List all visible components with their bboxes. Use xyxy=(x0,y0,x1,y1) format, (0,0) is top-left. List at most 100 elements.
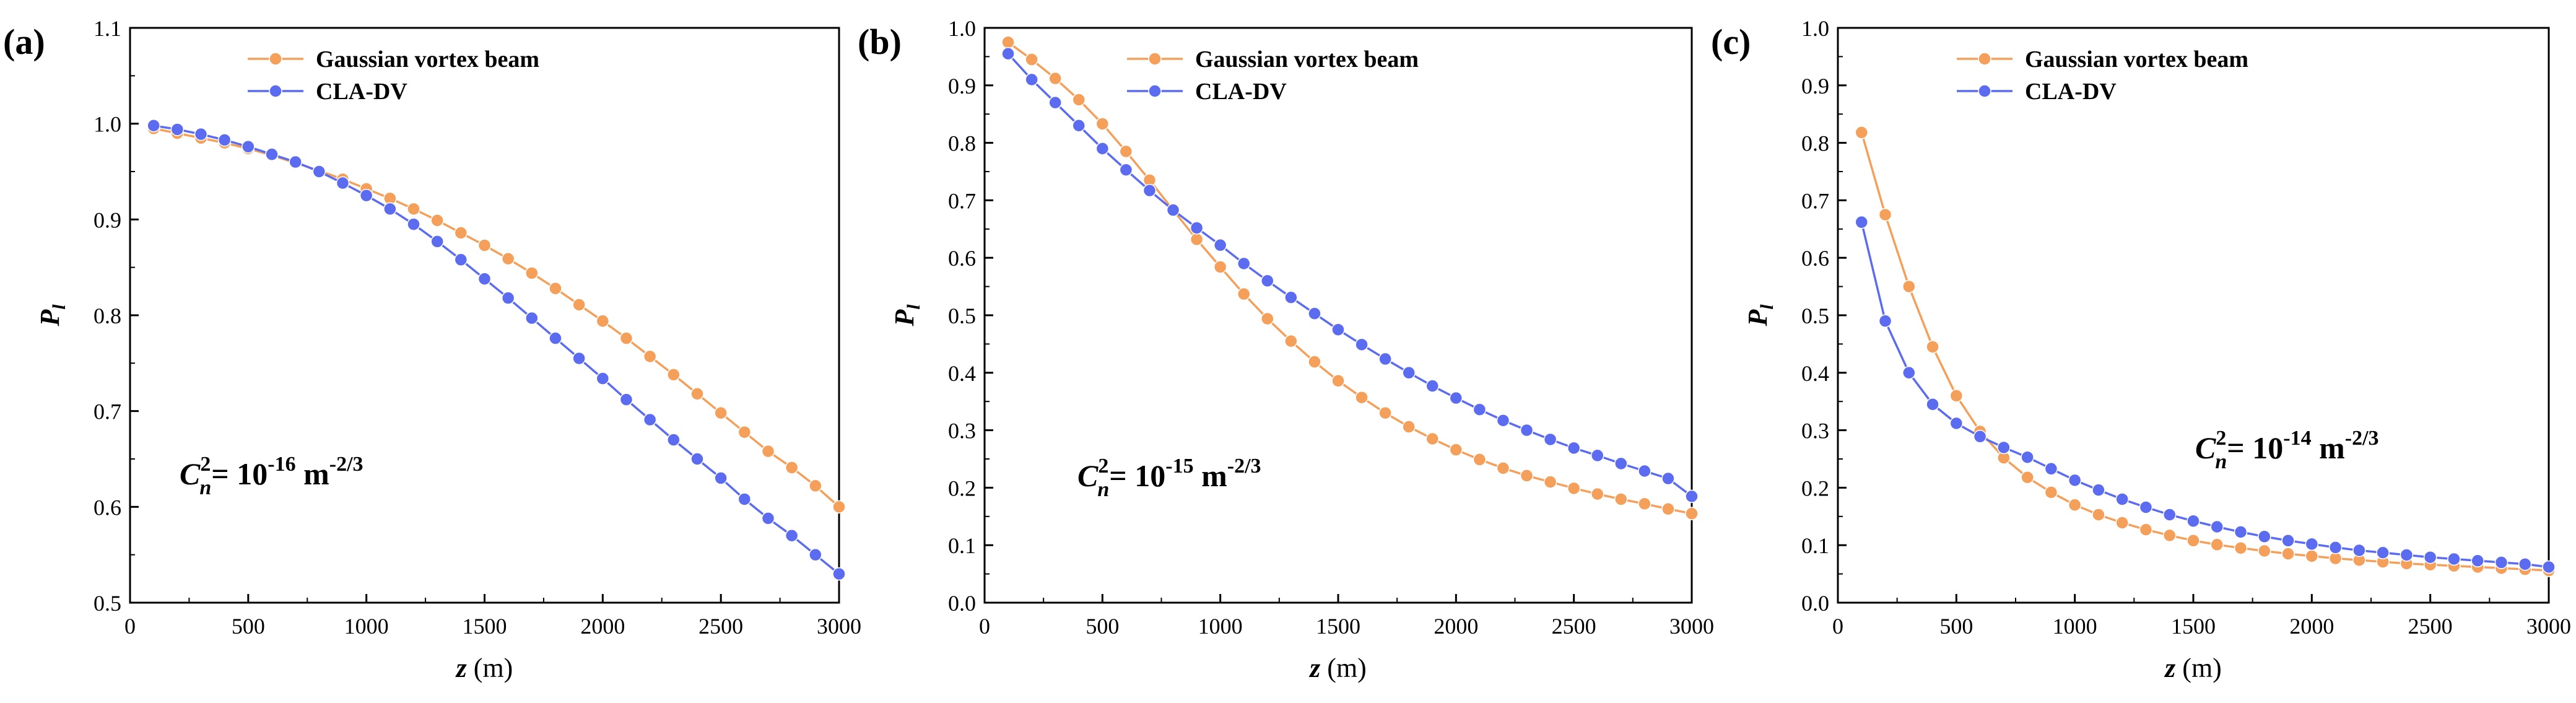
data-point xyxy=(477,272,492,286)
data-point xyxy=(643,349,657,364)
data-point xyxy=(1449,443,1463,456)
series-line-gaussian xyxy=(153,127,840,508)
plot-frame xyxy=(129,27,840,604)
anno-sup: 2 xyxy=(200,453,211,476)
legend-label: Gaussian vortex beam xyxy=(2025,46,2248,72)
data-point xyxy=(1072,119,1086,133)
data-point xyxy=(525,266,539,280)
data-point xyxy=(2044,462,2058,476)
x-tick-label: 500 xyxy=(1086,614,1119,639)
data-point xyxy=(2068,498,2082,512)
x-tick-label: 3000 xyxy=(2526,614,2571,639)
data-point xyxy=(2162,528,2177,543)
y-axis-subscript: l xyxy=(49,304,69,310)
y-axis-subscript: l xyxy=(1757,304,1777,310)
data-point xyxy=(2162,508,2177,522)
y-tick-label: 0.4 xyxy=(948,361,976,386)
data-point xyxy=(785,461,799,474)
data-point xyxy=(690,387,704,401)
legend-label: Gaussian vortex beam xyxy=(316,46,539,72)
data-point xyxy=(1926,340,1939,354)
data-point xyxy=(1473,453,1487,466)
legend-marker xyxy=(269,52,282,66)
x-tick-label: 0 xyxy=(124,614,136,639)
data-point xyxy=(1072,93,1086,107)
series-line-gaussian xyxy=(1007,41,1692,515)
anno-unit: m xyxy=(2312,430,2345,465)
x-tick-label: 1500 xyxy=(2171,614,2216,639)
data-point xyxy=(549,331,562,345)
panel-label: (a) xyxy=(3,22,45,62)
chart-panel-1: 0 500 1000 1500 2000 2500 3000 0.5 0.6 0.7 0.8 0.9 1… xyxy=(3,16,861,683)
data-point xyxy=(1119,144,1133,159)
y-tick-label: 0.8 xyxy=(948,131,976,156)
data-point xyxy=(2305,549,2319,563)
data-point xyxy=(430,214,444,227)
x-axis-title: z (m) xyxy=(455,653,513,683)
data-point xyxy=(501,251,515,266)
x-tick-label: 2000 xyxy=(580,614,625,639)
legend-label: CLA-DV xyxy=(316,79,407,105)
data-point xyxy=(1166,203,1180,217)
data-point xyxy=(1378,352,1392,366)
turbulence-annotation: C2 n= 10-14 m-2/3 xyxy=(2195,427,2379,473)
data-point xyxy=(809,479,822,493)
data-point xyxy=(383,202,397,216)
data-point xyxy=(1473,403,1487,416)
x-tick-label: 500 xyxy=(232,614,265,639)
x-axis-title: z (m) xyxy=(2164,653,2222,683)
data-point xyxy=(1520,423,1534,437)
y-tick-label: 0.5 xyxy=(1801,303,1829,328)
data-point xyxy=(1638,497,1651,511)
data-point xyxy=(407,217,420,231)
x-tick-label: 1500 xyxy=(463,614,507,639)
data-point xyxy=(1543,432,1557,447)
anno-unit-exp: -2/3 xyxy=(1227,455,1261,478)
anno-c: C xyxy=(180,456,201,491)
y-tick-label: 0.5 xyxy=(94,591,121,616)
series-line-cla-dv xyxy=(1007,53,1693,497)
anno-c: C xyxy=(1077,458,1099,493)
data-point xyxy=(1973,430,1987,443)
data-point xyxy=(1025,72,1038,87)
x-axis-unit: (m) xyxy=(1320,653,1367,683)
data-point xyxy=(714,406,728,420)
data-point xyxy=(194,127,208,141)
data-point xyxy=(738,492,752,506)
data-point xyxy=(1308,355,1321,369)
turbulence-annotation: C2 n= 10-16 m-2/3 xyxy=(180,453,363,499)
data-point xyxy=(1048,71,1062,85)
data-point xyxy=(1378,406,1392,420)
data-point xyxy=(1048,95,1062,110)
panel-label: (c) xyxy=(1711,22,1751,62)
anno-c: C xyxy=(2195,430,2216,465)
data-point xyxy=(549,281,562,295)
data-point xyxy=(1402,366,1416,380)
data-point xyxy=(2021,450,2034,464)
data-point xyxy=(1025,53,1038,66)
anno-sub: n xyxy=(199,476,211,499)
anno-exp: -16 xyxy=(268,453,295,476)
data-point xyxy=(2210,520,2224,534)
data-point xyxy=(2352,543,2366,557)
data-point xyxy=(1402,420,1416,434)
y-tick-label: 0.9 xyxy=(948,74,976,98)
x-tick-label: 2000 xyxy=(1434,614,1478,639)
data-point xyxy=(1614,456,1628,471)
anno-unit: m xyxy=(1194,458,1227,493)
data-point xyxy=(2471,554,2484,568)
data-point xyxy=(2518,557,2532,571)
data-point xyxy=(1902,279,1916,294)
legend-label: Gaussian vortex beam xyxy=(1195,46,1419,72)
y-axis-variable: P xyxy=(1743,309,1773,327)
y-axis-title: Pl xyxy=(889,304,924,327)
y-axis-variable: P xyxy=(35,309,65,327)
y-axis-title: Pl xyxy=(35,304,69,327)
x-tick-label: 1000 xyxy=(2053,614,2097,639)
x-tick-label: 2500 xyxy=(698,614,743,639)
data-point xyxy=(1095,117,1110,131)
anno-equals: = 10 xyxy=(1109,458,1165,493)
y-tick-label: 0.8 xyxy=(1801,131,1829,156)
data-point xyxy=(1213,260,1227,274)
data-point xyxy=(454,226,468,240)
